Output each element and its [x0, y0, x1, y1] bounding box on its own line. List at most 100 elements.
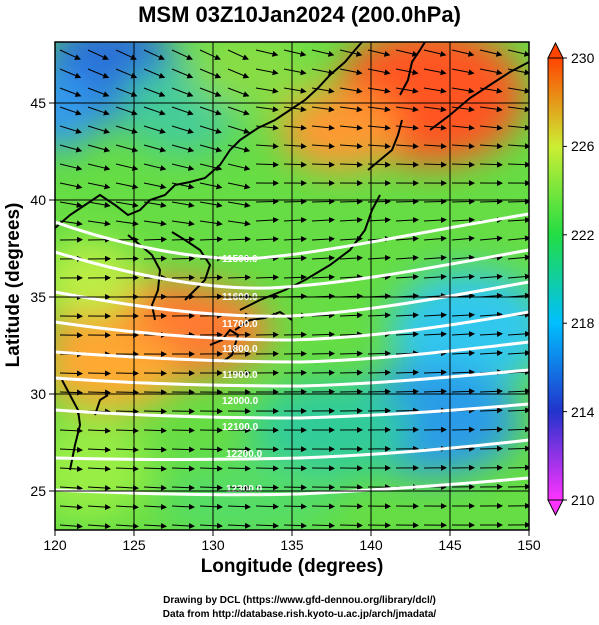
wind-arrow	[507, 49, 529, 57]
wind-arrow	[367, 106, 391, 113]
wind-arrow	[311, 503, 335, 510]
wind-arrow	[479, 273, 503, 280]
wind-arrow	[87, 523, 111, 530]
wind-arrow	[143, 503, 167, 510]
wind-arrow	[283, 503, 307, 510]
wind-arrow	[395, 273, 419, 280]
wind-arrow	[171, 144, 195, 153]
contour-label: 11900.0	[222, 370, 258, 381]
wind-arrow	[255, 198, 279, 205]
wind-arrow	[199, 484, 223, 491]
wind-arrow	[59, 220, 83, 227]
wind-arrow	[507, 330, 529, 337]
wind-arrow	[423, 198, 447, 205]
wind-arrow	[143, 465, 167, 472]
wind-arrow	[227, 144, 251, 153]
wind-arrow	[395, 388, 419, 395]
wind-arrow	[395, 235, 419, 242]
wind-arrow	[339, 68, 363, 76]
wind-arrow	[143, 523, 167, 529]
wind-arrow	[199, 201, 223, 208]
wind-arrow	[507, 106, 529, 113]
wind-arrow	[423, 254, 447, 261]
wind-arrow	[451, 87, 475, 94]
wind-arrow	[507, 464, 529, 471]
wind-arrow	[171, 68, 194, 79]
wind-arrow	[507, 87, 529, 94]
wind-arrow	[87, 106, 110, 116]
wind-arrow	[367, 217, 391, 223]
wind-arrow	[227, 106, 250, 116]
wind-arrow	[87, 163, 111, 171]
contour-label: 11700.0	[222, 319, 258, 330]
wind-arrow	[423, 87, 447, 94]
wind-arrow	[311, 255, 335, 262]
wind-arrow	[367, 87, 391, 94]
wind-arrow	[395, 312, 419, 319]
wind-arrow	[451, 369, 475, 376]
wind-arrow	[171, 125, 194, 134]
map-title: MSM 03Z10Jan2024 (200.0hPa)	[138, 2, 461, 27]
wind-arrow	[479, 350, 503, 357]
wind-arrow	[87, 389, 111, 396]
wind-arrow	[199, 220, 223, 227]
wind-arrow	[367, 198, 391, 205]
colorbar-label: 230	[571, 50, 595, 66]
wind-arrow	[87, 427, 111, 434]
wind-arrow	[283, 331, 307, 338]
wind-arrow	[367, 369, 391, 376]
wind-arrow	[143, 106, 166, 116]
wind-arrow	[143, 201, 167, 208]
wind-arrow	[199, 106, 222, 116]
colorbar-label: 214	[571, 404, 595, 420]
wind-arrow	[311, 331, 335, 338]
wind-arrow	[143, 87, 166, 97]
wind-arrow	[87, 49, 109, 60]
wind-arrow	[143, 484, 167, 491]
wind-arrow	[171, 236, 195, 243]
wind-arrow	[311, 198, 335, 205]
wind-arrow	[143, 236, 167, 243]
wind-arrow	[339, 49, 363, 57]
wind-arrow	[367, 312, 391, 319]
wind-arrow	[479, 388, 503, 395]
wind-arrow	[283, 217, 307, 223]
wind-arrow	[255, 465, 279, 472]
wind-arrow	[87, 182, 111, 190]
wind-arrow	[59, 144, 83, 153]
wind-arrow	[479, 87, 503, 94]
wind-arrow	[171, 220, 195, 227]
wind-arrow	[507, 426, 529, 433]
wind-arrow	[143, 49, 165, 60]
wind-arrow	[227, 484, 251, 491]
wind-arrow	[283, 49, 307, 57]
wind-arrow	[451, 68, 475, 76]
wind-arrow	[311, 522, 335, 529]
wind-arrow	[507, 350, 529, 356]
wind-arrow	[227, 201, 251, 208]
wind-arrow	[227, 182, 251, 190]
wind-arrow	[59, 68, 82, 79]
wind-arrow	[255, 68, 279, 76]
wind-arrow	[199, 125, 222, 134]
wind-arrow	[227, 503, 251, 510]
wind-arrow	[507, 198, 529, 205]
wind-arrow	[59, 201, 83, 208]
credit-drawing: Drawing by DCL (https://www.gfd-dennou.o…	[163, 595, 436, 606]
wind-arrow	[479, 143, 503, 150]
colorbar-label: 210	[571, 492, 595, 508]
wind-arrow	[395, 161, 419, 168]
wind-arrow	[143, 427, 167, 434]
wind-arrow	[59, 466, 83, 472]
wind-arrow	[311, 124, 335, 131]
wind-arrow	[395, 198, 419, 205]
wind-arrow	[311, 312, 335, 319]
wind-arrow	[507, 124, 529, 131]
wind-arrow	[507, 235, 529, 242]
wind-arrow	[283, 161, 307, 168]
wind-arrow	[283, 274, 307, 281]
x-tick-label: 130	[201, 537, 225, 553]
wind-arrow	[479, 49, 503, 57]
wind-arrow	[255, 274, 279, 281]
